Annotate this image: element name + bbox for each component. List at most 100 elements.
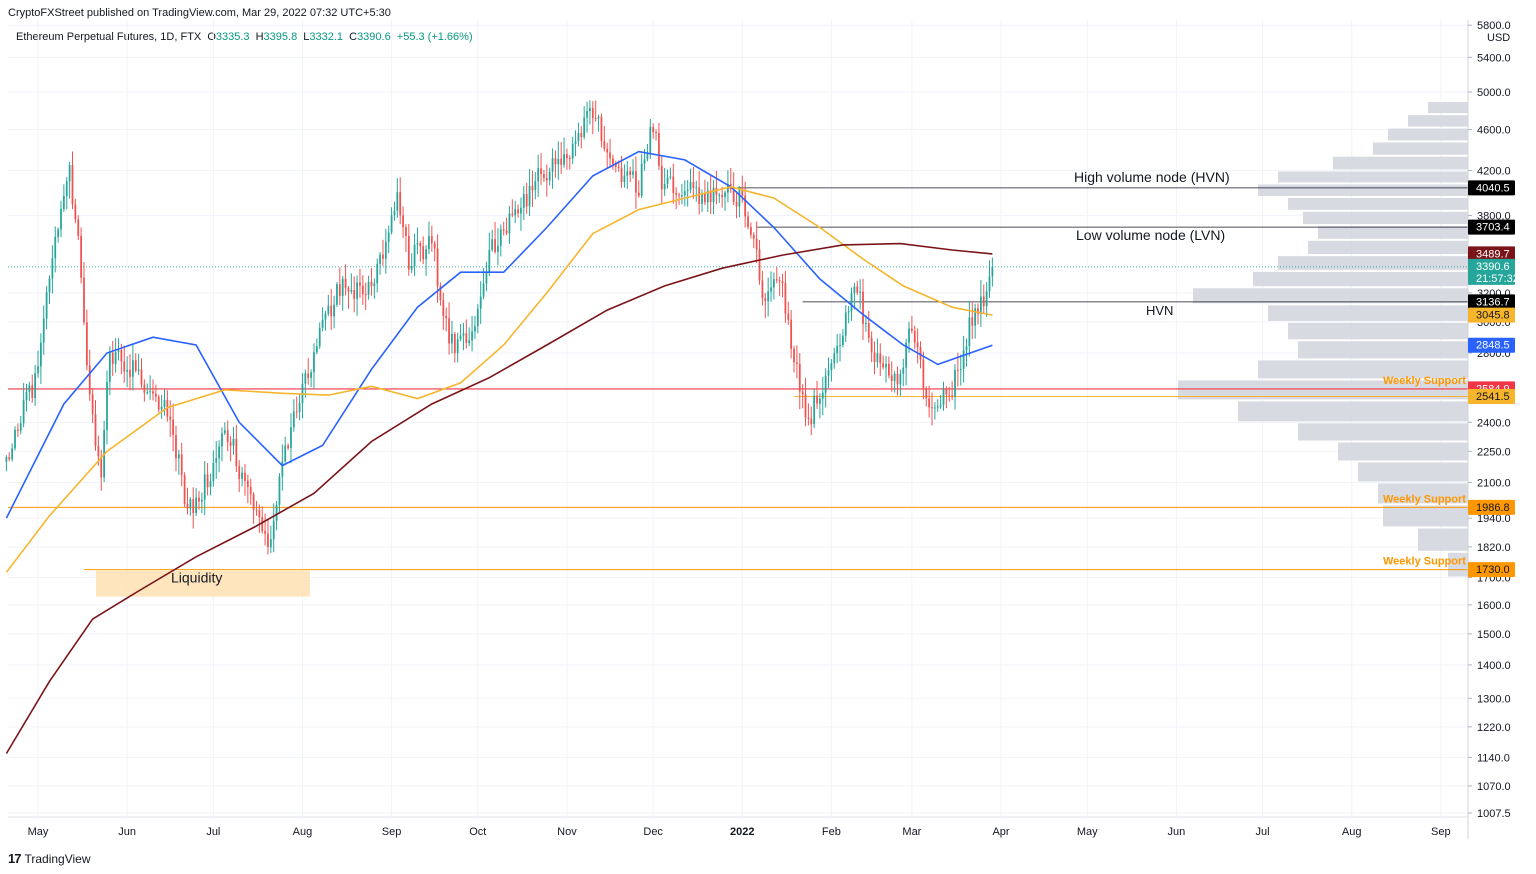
candle-body [798,363,801,392]
close-label: C [349,31,358,43]
candle-body [534,181,537,191]
candle-body [646,152,649,160]
candle-body [353,290,356,299]
candle-body [954,369,956,397]
candle-body [330,305,333,317]
candle-body [712,187,715,203]
time-tick-label: May [1077,826,1098,838]
candle-body [313,352,315,373]
candle-body [718,194,721,196]
candle-body [669,176,672,178]
candle-body [784,283,787,314]
candle-body [402,215,404,228]
candle-body [154,393,157,397]
candle-body [905,342,908,368]
volume-profile-bar [1298,423,1468,441]
candle-body [557,158,560,165]
candle-body [583,117,586,138]
candle-body [709,190,712,203]
candles [5,100,994,555]
candle-body [479,296,482,309]
candle-body [698,187,701,204]
volume-profile-bar [1193,288,1468,304]
candle-body [241,472,243,479]
candle-body [126,369,129,372]
time-tick-label: Apr [992,826,1009,838]
candle-body [899,373,902,385]
candle-body [37,366,39,374]
candle-body [847,311,850,313]
annotation-label: Low volume node (LVN) [1076,227,1225,243]
candle-body [192,499,195,514]
candle-body [962,350,965,370]
candle-body [767,291,770,302]
candle-body [485,272,488,284]
candle-body [491,239,494,250]
candle-body [215,458,218,463]
time-axis[interactable]: May Jun Jul Aug Sep Oct Nov Dec 2022 Feb Mar Apr May… [8,816,1468,838]
candle-body [471,331,473,341]
candle-body [591,108,594,118]
candle-body [468,340,471,344]
candle-body [528,185,531,207]
candle-body [428,236,430,250]
candle-body [267,533,269,548]
candle-body [948,394,951,396]
candle-body [373,283,376,287]
tradingview-logo[interactable]: 17 TradingView [8,851,91,866]
candle-body [695,187,698,189]
candle-body [514,209,517,216]
candle-body [778,280,781,282]
candle-body [936,406,939,408]
candle-body [206,474,209,488]
candle-body [566,154,568,158]
moving-average-line [5,242,993,754]
candle-body [545,177,548,181]
currency-label: USD [1487,32,1510,44]
volume-profile-bar [1383,505,1468,527]
horizontal-levels [8,187,1468,571]
candle-body [876,353,879,362]
candle-body [390,215,393,233]
price-tick-label: 3800.0 [1477,211,1511,223]
candle-body [226,430,229,443]
candle-body [913,330,916,343]
price-tick-label: 1070.0 [1477,781,1511,793]
candle-body [916,342,919,348]
candle-body [123,361,126,372]
candle-body [83,277,85,323]
price-tag-bg [1468,307,1515,323]
candle-body [407,235,410,270]
candle-body [25,391,28,401]
candle-body [577,133,580,142]
volume-profile-bar [1318,226,1468,239]
price-tick-label: 1820.0 [1477,542,1511,554]
candle-body [11,448,14,460]
price-axis[interactable]: 5800.05400.05000.04600.04200.03800.03200… [1467,20,1511,839]
price-tick-label: 2400.0 [1477,417,1511,429]
candle-body [436,248,439,287]
candle-body [701,193,703,204]
candle-body [977,308,979,314]
candle-body [209,481,212,488]
candle-body [747,216,749,228]
candle-body [968,317,971,347]
candle-body [45,292,48,319]
volume-profile-bar [1358,462,1468,482]
candle-body [810,418,813,425]
candle-body [520,207,522,214]
open-value: 3335.3 [215,31,250,43]
candle-body [307,373,310,378]
candle-body [706,190,709,203]
candle-body [223,430,226,434]
candle-body [939,404,942,407]
candle-body [887,363,890,376]
candle-body [341,278,344,297]
candle-body [842,335,844,346]
candle-body [474,326,476,332]
candle-body [422,246,425,260]
candle-body [807,417,810,419]
chart-annotations: High volume node (HVN) Low volume node (L… [171,169,1466,586]
candle-body [416,243,419,245]
